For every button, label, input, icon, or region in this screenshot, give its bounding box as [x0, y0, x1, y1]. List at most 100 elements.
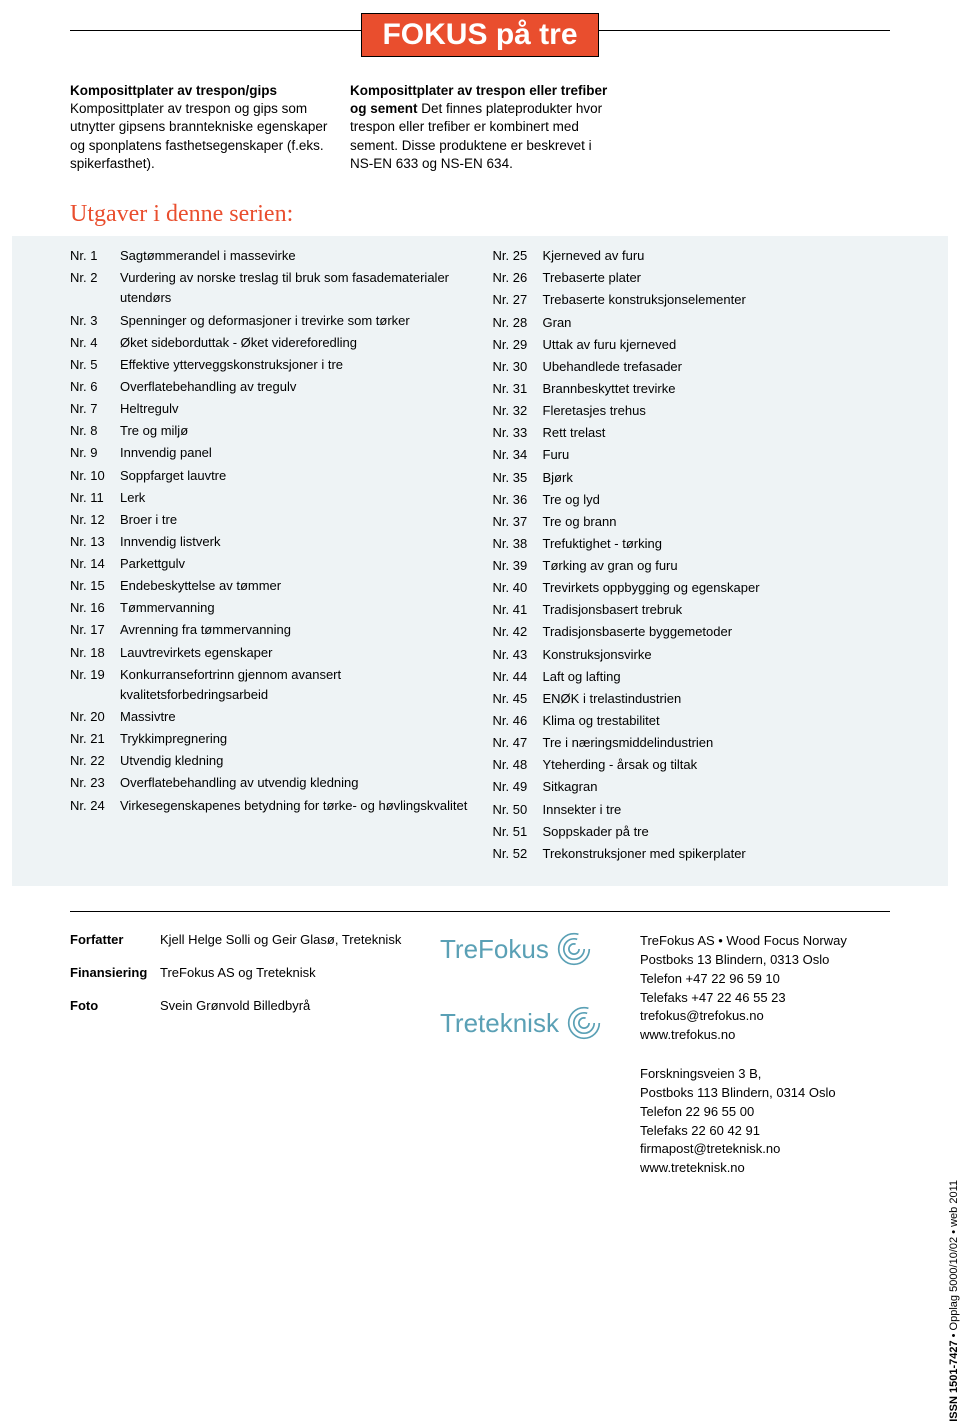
contact-treteknisk-line5: firmapost@treteknisk.no [640, 1140, 890, 1159]
series-item: Nr. 18Lauvtrevirkets egenskaper [70, 643, 468, 663]
series-item-title: Trykkimpregnering [120, 729, 468, 749]
logo-treteknisk-text: Treteknisk [440, 1008, 559, 1039]
logo-trefokus: TreFokus [440, 932, 640, 966]
series-item-title: Trebaserte plater [543, 268, 891, 288]
credit-financing-value: TreFokus AS og Treteknisk [160, 965, 316, 980]
series-item: Nr. 5Effektive ytterveggskonstruksjoner … [70, 355, 468, 375]
series-item: Nr. 46Klima og trestabilitet [493, 711, 891, 731]
contact: TreFokus AS • Wood Focus Norway Postboks… [640, 932, 890, 1198]
contact-trefokus-line6: www.trefokus.no [640, 1026, 890, 1045]
series-item-title: Endebeskyttelse av tømmer [120, 576, 468, 596]
series-item-nr: Nr. 20 [70, 707, 120, 727]
contact-treteknisk-line1: Forskningsveien 3 B, [640, 1065, 890, 1084]
spiral-icon [567, 1006, 601, 1040]
contact-treteknisk-line2: Postboks 113 Blindern, 0314 Oslo [640, 1084, 890, 1103]
series-item-title: Avrenning fra tømmervanning [120, 620, 468, 640]
series-item-nr: Nr. 23 [70, 773, 120, 793]
series-item-nr: Nr. 41 [493, 600, 543, 620]
series-item-title: Lerk [120, 488, 468, 508]
series-item: Nr. 37Tre og brann [493, 512, 891, 532]
credit-financing-label: Finansiering [70, 965, 160, 980]
series-item-nr: Nr. 30 [493, 357, 543, 377]
series-item: Nr. 41Tradisjonsbasert trebruk [493, 600, 891, 620]
intro-col-1: Komposittplater av trespon/gips Komposit… [70, 82, 330, 173]
series-item-nr: Nr. 5 [70, 355, 120, 375]
series-item-title: Kjerneved av furu [543, 246, 891, 266]
series-item: Nr. 23Overflatebehandling av utvendig kl… [70, 773, 468, 793]
series-item: Nr. 42Tradisjonsbaserte byggemetoder [493, 622, 891, 642]
series-item: Nr. 20Massivtre [70, 707, 468, 727]
series-item-nr: Nr. 17 [70, 620, 120, 640]
series-item-title: Trebaserte konstruksjonselementer [543, 290, 891, 310]
series-item-nr: Nr. 19 [70, 665, 120, 705]
series-item-title: Overflatebehandling av tregulv [120, 377, 468, 397]
series-item-nr: Nr. 16 [70, 598, 120, 618]
series-item-nr: Nr. 37 [493, 512, 543, 532]
series-item-title: Brannbeskyttet trevirke [543, 379, 891, 399]
series-item: Nr. 36Tre og lyd [493, 490, 891, 510]
series-item-title: Rett trelast [543, 423, 891, 443]
contact-trefokus: TreFokus AS • Wood Focus Norway Postboks… [640, 932, 890, 1045]
series-item-nr: Nr. 39 [493, 556, 543, 576]
series-item-nr: Nr. 49 [493, 777, 543, 797]
series-item-title: Virkesegenskapenes betydning for tørke- … [120, 796, 468, 816]
series-item-nr: Nr. 32 [493, 401, 543, 421]
series-item-title: Trefuktighet - tørking [543, 534, 891, 554]
series-item-nr: Nr. 29 [493, 335, 543, 355]
series-item-nr: Nr. 10 [70, 466, 120, 486]
series-item-title: Utvendig kledning [120, 751, 468, 771]
series-item-nr: Nr. 8 [70, 421, 120, 441]
contact-trefokus-line5: trefokus@trefokus.no [640, 1007, 890, 1026]
intro-col-1-body: Komposittplater av trespon og gips som u… [70, 101, 327, 171]
series-item-nr: Nr. 40 [493, 578, 543, 598]
series-item-title: Uttak av furu kjerneved [543, 335, 891, 355]
series-item-title: Vurdering av norske treslag til bruk som… [120, 268, 468, 308]
series-item-title: Broer i tre [120, 510, 468, 530]
series-item: Nr. 51Soppskader på tre [493, 822, 891, 842]
series-right-col: Nr. 25Kjerneved av furuNr. 26Trebaserte … [493, 246, 891, 866]
series-item-title: Sagtømmerandel i massevirke [120, 246, 468, 266]
series-item-title: Tre og brann [543, 512, 891, 532]
series-item-nr: Nr. 31 [493, 379, 543, 399]
series-item-nr: Nr. 46 [493, 711, 543, 731]
contact-treteknisk-line6: www.treteknisk.no [640, 1159, 890, 1178]
series-item-title: Innvendig panel [120, 443, 468, 463]
banner-title: FOKUS på tre [361, 13, 598, 57]
series-item-title: Overflatebehandling av utvendig kledning [120, 773, 468, 793]
series-item-title: Heltregulv [120, 399, 468, 419]
series-item-title: Ubehandlede trefasader [543, 357, 891, 377]
series-item-title: Konstruksjonsvirke [543, 645, 891, 665]
series-item-title: Fleretasjes trehus [543, 401, 891, 421]
series-item-title: Konkurransefortrinn gjennom avansert kva… [120, 665, 468, 705]
series-item: Nr. 8Tre og miljø [70, 421, 468, 441]
credits: Forfatter Kjell Helge Solli og Geir Glas… [70, 932, 440, 1198]
series-item-nr: Nr. 21 [70, 729, 120, 749]
series-item: Nr. 11Lerk [70, 488, 468, 508]
series-item: Nr. 9Innvendig panel [70, 443, 468, 463]
credit-author: Forfatter Kjell Helge Solli og Geir Glas… [70, 932, 440, 947]
series-item-title: Øket sideborduttak - Øket videreforedlin… [120, 333, 468, 353]
series-item-title: Soppskader på tre [543, 822, 891, 842]
series-item: Nr. 38Trefuktighet - tørking [493, 534, 891, 554]
series-item: Nr. 19Konkurransefortrinn gjennom avanse… [70, 665, 468, 705]
series-item-nr: Nr. 52 [493, 844, 543, 864]
series-item: Nr. 44Laft og lafting [493, 667, 891, 687]
series-item: Nr. 4Øket sideborduttak - Øket viderefor… [70, 333, 468, 353]
series-item: Nr. 7Heltregulv [70, 399, 468, 419]
series-item-nr: Nr. 22 [70, 751, 120, 771]
series-item-title: Tømmervanning [120, 598, 468, 618]
series-item-title: Tradisjonsbasert trebruk [543, 600, 891, 620]
series-item-title: Tre og lyd [543, 490, 891, 510]
series-item-title: Sitkagran [543, 777, 891, 797]
logos: TreFokus Treteknisk [440, 932, 640, 1198]
spiral-icon [557, 932, 591, 966]
series-item-title: Innvendig listverk [120, 532, 468, 552]
series-item-nr: Nr. 48 [493, 755, 543, 775]
series-item-nr: Nr. 38 [493, 534, 543, 554]
series-panel: Nr. 1Sagtømmerandel i massevirkeNr. 2Vur… [12, 236, 948, 886]
series-item: Nr. 10Soppfarget lauvtre [70, 466, 468, 486]
series-item-title: Lauvtrevirkets egenskaper [120, 643, 468, 663]
series-item-title: Tradisjonsbaserte byggemetoder [543, 622, 891, 642]
series-item-title: Massivtre [120, 707, 468, 727]
series-item-nr: Nr. 2 [70, 268, 120, 308]
